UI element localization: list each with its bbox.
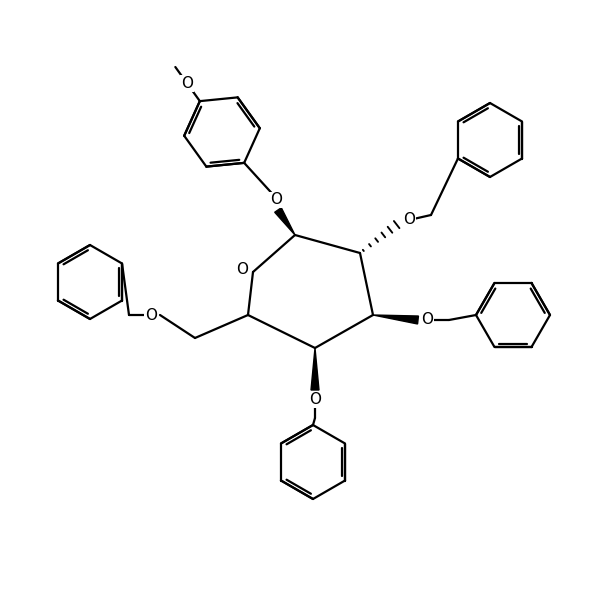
Text: O: O <box>309 392 321 407</box>
Polygon shape <box>275 208 295 235</box>
Text: O: O <box>403 212 415 227</box>
Text: O: O <box>181 76 193 91</box>
Text: O: O <box>270 193 282 208</box>
Text: O: O <box>236 262 248 277</box>
Polygon shape <box>373 315 418 324</box>
Text: O: O <box>421 313 433 328</box>
Polygon shape <box>311 348 319 390</box>
Text: O: O <box>145 307 157 323</box>
